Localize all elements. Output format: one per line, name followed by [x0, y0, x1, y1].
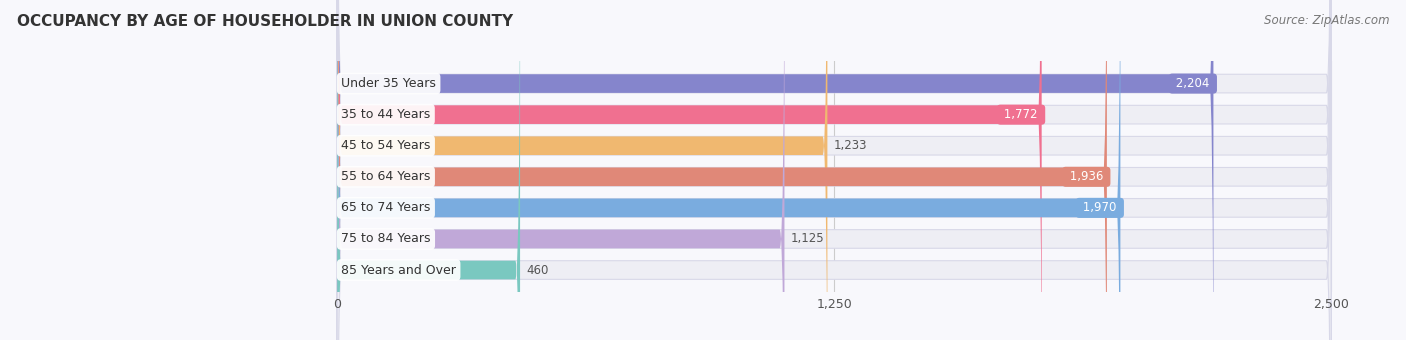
Text: 460: 460 — [526, 264, 548, 276]
Text: 1,970: 1,970 — [1080, 201, 1121, 215]
Text: 55 to 64 Years: 55 to 64 Years — [342, 170, 430, 183]
FancyBboxPatch shape — [337, 0, 1331, 340]
Text: 75 to 84 Years: 75 to 84 Years — [342, 233, 430, 245]
FancyBboxPatch shape — [337, 0, 1331, 340]
Text: 1,772: 1,772 — [1001, 108, 1042, 121]
Text: 1,125: 1,125 — [790, 233, 824, 245]
FancyBboxPatch shape — [337, 0, 1331, 340]
FancyBboxPatch shape — [337, 0, 1331, 340]
Text: 45 to 54 Years: 45 to 54 Years — [342, 139, 430, 152]
FancyBboxPatch shape — [337, 0, 1331, 340]
FancyBboxPatch shape — [337, 0, 1213, 340]
FancyBboxPatch shape — [337, 0, 1042, 340]
Text: 35 to 44 Years: 35 to 44 Years — [342, 108, 430, 121]
FancyBboxPatch shape — [337, 0, 827, 340]
Text: Under 35 Years: Under 35 Years — [342, 77, 436, 90]
FancyBboxPatch shape — [337, 0, 520, 340]
Text: 1,233: 1,233 — [834, 139, 868, 152]
FancyBboxPatch shape — [337, 0, 785, 340]
Text: OCCUPANCY BY AGE OF HOUSEHOLDER IN UNION COUNTY: OCCUPANCY BY AGE OF HOUSEHOLDER IN UNION… — [17, 14, 513, 29]
Text: Source: ZipAtlas.com: Source: ZipAtlas.com — [1264, 14, 1389, 27]
FancyBboxPatch shape — [337, 0, 1107, 340]
FancyBboxPatch shape — [337, 0, 1331, 340]
Text: 85 Years and Over: 85 Years and Over — [342, 264, 456, 276]
Text: 65 to 74 Years: 65 to 74 Years — [342, 201, 430, 215]
FancyBboxPatch shape — [337, 0, 1121, 340]
Text: 1,936: 1,936 — [1066, 170, 1107, 183]
FancyBboxPatch shape — [337, 0, 1331, 340]
Text: 2,204: 2,204 — [1173, 77, 1213, 90]
